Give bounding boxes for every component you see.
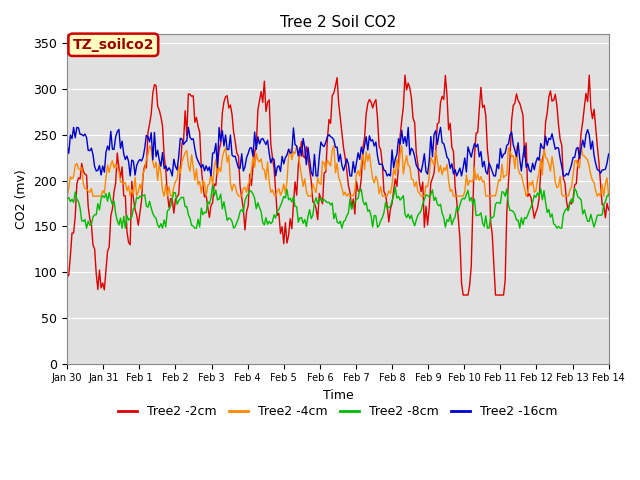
Line: Tree2 -8cm: Tree2 -8cm <box>67 185 609 228</box>
Tree2 -16cm <box>63 143 71 149</box>
Y-axis label: CO2 (mv): CO2 (mv) <box>15 169 28 228</box>
Line: Tree2 -16cm: Tree2 -16cm <box>67 127 609 176</box>
Tree2 -4cm <box>515 165 522 171</box>
Tree2 -2cm <box>183 133 191 139</box>
Line: Tree2 -4cm: Tree2 -4cm <box>67 146 609 196</box>
Tree2 -4cm <box>184 163 192 168</box>
Tree2 -8cm <box>516 225 524 231</box>
Text: TZ_soilco2: TZ_soilco2 <box>72 38 154 52</box>
Tree2 -16cm <box>371 143 378 149</box>
Title: Tree 2 Soil CO2: Tree 2 Soil CO2 <box>280 15 396 30</box>
Tree2 -8cm <box>63 196 71 202</box>
Tree2 -16cm <box>228 152 236 158</box>
Tree2 -2cm <box>63 275 71 280</box>
Tree2 -2cm <box>401 72 409 78</box>
Tree2 -4cm <box>369 176 376 182</box>
Tree2 -2cm <box>367 99 375 105</box>
Tree2 -8cm <box>605 192 612 197</box>
Tree2 -16cm <box>72 135 79 141</box>
Tree2 -4cm <box>70 173 77 179</box>
Tree2 -16cm <box>605 151 612 157</box>
Tree2 -2cm <box>605 207 612 213</box>
Tree2 -2cm <box>460 292 467 298</box>
Tree2 -4cm <box>63 193 71 199</box>
Tree2 -8cm <box>83 225 90 231</box>
Tree2 -16cm <box>126 173 134 179</box>
Tree2 -8cm <box>509 209 517 215</box>
Legend: Tree2 -2cm, Tree2 -4cm, Tree2 -8cm, Tree2 -16cm: Tree2 -2cm, Tree2 -4cm, Tree2 -8cm, Tree… <box>113 400 563 423</box>
Tree2 -16cm <box>70 124 77 130</box>
Tree2 -2cm <box>516 100 524 106</box>
Line: Tree2 -2cm: Tree2 -2cm <box>67 75 609 295</box>
Tree2 -2cm <box>509 103 517 108</box>
Tree2 -2cm <box>70 230 77 236</box>
Tree2 -4cm <box>227 180 234 186</box>
Tree2 -16cm <box>516 156 524 162</box>
Tree2 -16cm <box>186 134 194 140</box>
Tree2 -4cm <box>508 154 515 159</box>
X-axis label: Time: Time <box>323 389 353 402</box>
Tree2 -8cm <box>70 200 77 205</box>
Tree2 -8cm <box>209 182 216 188</box>
Tree2 -2cm <box>225 105 232 111</box>
Tree2 -4cm <box>146 143 154 149</box>
Tree2 -16cm <box>509 142 517 148</box>
Tree2 -8cm <box>184 212 192 218</box>
Tree2 -8cm <box>371 213 378 218</box>
Tree2 -4cm <box>605 193 612 199</box>
Tree2 -8cm <box>228 218 236 224</box>
